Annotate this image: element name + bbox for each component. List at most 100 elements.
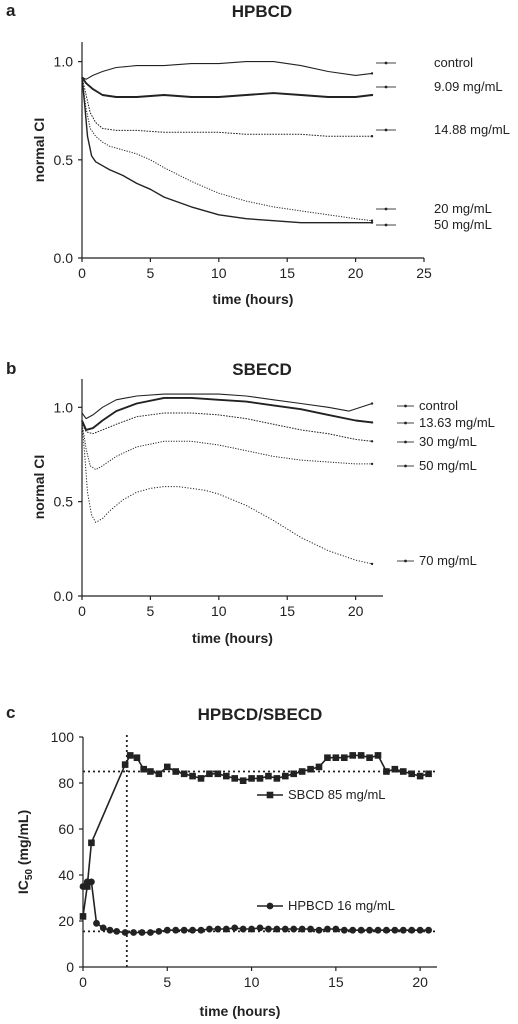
series-end-point <box>370 72 374 75</box>
legend-label: 20 mg/mL <box>434 201 492 216</box>
data-point-circle <box>163 926 171 934</box>
panel-letter: a <box>6 1 16 20</box>
data-point-circle <box>248 925 255 933</box>
data-point-circle <box>99 924 107 932</box>
data-point-square <box>256 775 264 782</box>
data-point-circle <box>366 926 373 934</box>
y-axis-title-main: IC <box>15 880 31 894</box>
legend-marker-dot <box>384 85 388 89</box>
series-line <box>81 422 373 565</box>
y-tick-label: 40 <box>58 867 74 883</box>
legend-marker-dot <box>384 223 388 227</box>
data-point-circle <box>265 925 272 933</box>
legend-marker-square <box>266 791 274 799</box>
y-tick-label: 80 <box>58 775 74 791</box>
data-point-square <box>239 777 247 784</box>
legend-marker-dot <box>384 207 388 211</box>
data-point-circle <box>307 925 314 933</box>
data-point-square <box>163 763 171 771</box>
data-point-circle <box>147 929 154 936</box>
x-tick-label: 0 <box>79 974 87 990</box>
data-point-square <box>315 763 323 771</box>
data-point-square <box>197 775 205 782</box>
x-tick-label: 20 <box>348 265 364 281</box>
y-tick-label: 1.0 <box>54 399 74 415</box>
series-end-point <box>370 93 374 97</box>
y-axis-title-subscript: 50 <box>24 869 35 881</box>
data-point-circle <box>281 925 289 933</box>
data-point-circle <box>231 924 239 932</box>
legend-label: control <box>419 398 458 413</box>
data-point-square <box>88 839 95 847</box>
data-point-square <box>140 765 147 773</box>
data-point-square <box>399 768 407 775</box>
data-point-circle <box>214 925 222 933</box>
x-tick-label: 0 <box>78 265 86 281</box>
data-point-circle <box>273 925 281 933</box>
legend-marker-dot <box>384 61 388 65</box>
legend-marker-dot <box>404 440 407 444</box>
series-line <box>81 61 373 80</box>
data-point-square <box>416 772 424 780</box>
data-point-square <box>290 770 298 778</box>
x-tick-label: 15 <box>328 974 344 990</box>
legend-marker-dot <box>384 128 388 132</box>
y-tick-label: 60 <box>58 821 74 837</box>
series-end-point <box>370 402 374 405</box>
y-axis-title: normal CI <box>31 118 47 183</box>
legend-label: HPBCD 16 mg/mL <box>288 898 395 913</box>
series-line <box>81 77 372 137</box>
legend-label: 9.09 mg/mL <box>434 79 503 94</box>
chart-panel-b: b SBECD 0 5 10 15 20 0.0 0.5 1.0 time (hours) norma… <box>6 359 495 646</box>
legend-label: 50 mg/mL <box>419 458 477 473</box>
data-point-square <box>206 770 213 778</box>
data-point-circle <box>197 926 205 934</box>
data-point-square <box>214 770 222 778</box>
x-tick-label: 20 <box>412 974 428 990</box>
data-point-square <box>374 752 382 759</box>
data-point-square <box>366 754 373 761</box>
chart-panel-c: c HPBCD/SBECD 0 5 10 15 20 0 20 40 60 80 100 time (ho… <box>6 703 437 1019</box>
x-tick-label: 10 <box>211 603 227 619</box>
data-point-square <box>383 768 390 775</box>
data-point-circle <box>340 926 348 934</box>
data-point-square <box>425 770 432 778</box>
x-tick-label: 5 <box>147 603 155 619</box>
data-point-circle <box>315 926 323 934</box>
data-point-circle <box>357 926 365 934</box>
data-point-square <box>273 775 281 782</box>
legend-marker-dot <box>404 404 407 408</box>
series-end-point <box>370 421 374 424</box>
series-line <box>81 76 373 98</box>
x-axis-title: time (hours) <box>213 291 294 307</box>
data-point-square <box>147 768 154 775</box>
y-tick-label: 1.0 <box>54 54 74 70</box>
data-point-circle <box>222 925 230 933</box>
data-point-circle <box>106 926 114 934</box>
chart-title: HPBCD/SBECD <box>198 705 323 724</box>
legend-label: 13.63 mg/mL <box>419 415 495 430</box>
data-point-square <box>332 754 340 761</box>
data-point-circle <box>206 925 213 933</box>
data-point-circle <box>408 926 416 934</box>
data-point-square <box>248 775 255 782</box>
y-tick-label: 100 <box>51 729 75 745</box>
x-tick-label: 5 <box>147 265 155 281</box>
data-point-circle <box>256 924 264 932</box>
x-tick-label: 15 <box>279 603 295 619</box>
series-end-point <box>370 462 374 466</box>
data-point-square <box>83 883 91 890</box>
data-point-circle <box>155 927 163 935</box>
data-point-square <box>265 772 272 780</box>
x-tick-label: 0 <box>78 603 86 619</box>
x-tick-label: 5 <box>163 974 171 990</box>
legend-marker-dot <box>404 421 407 425</box>
data-point-circle <box>298 925 306 933</box>
data-point-circle <box>189 926 196 934</box>
legend-label: control <box>434 55 473 70</box>
y-tick-label: 0.5 <box>54 494 74 510</box>
series-end-point <box>370 221 374 224</box>
chart-title: SBECD <box>232 360 292 379</box>
data-point-square <box>79 913 87 920</box>
